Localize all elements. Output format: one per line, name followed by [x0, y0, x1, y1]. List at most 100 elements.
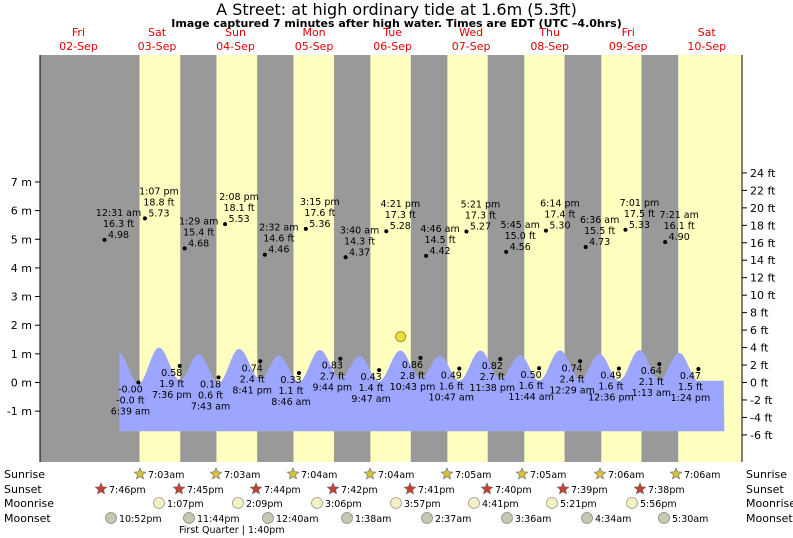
high-feet: 15.5 ft [584, 226, 615, 237]
right-tick-label: 16 ft [750, 237, 776, 250]
high-point [623, 227, 628, 232]
sunrise-time: 7:06am [608, 470, 644, 481]
low-point [657, 362, 662, 367]
high-point [424, 253, 429, 258]
left-tick-label: 4 m [11, 262, 32, 275]
moonset-icon [105, 512, 117, 524]
low-point [338, 356, 343, 361]
sunrise-time: 7:05am [455, 470, 491, 481]
high-meters: 5.27 [470, 222, 491, 233]
low-feet: 2.4 ft [560, 374, 585, 385]
chart-subtitle: Image captured 7 minutes after high wate… [171, 17, 622, 30]
sunrise-icon [515, 467, 529, 480]
high-point [182, 246, 187, 251]
low-meters: 0.33 [280, 375, 301, 386]
high-time: 7:01 pm [620, 198, 660, 209]
day-name: Sat [148, 26, 167, 39]
high-point [142, 216, 147, 221]
high-point [343, 255, 348, 260]
low-time: 1:13 am [632, 388, 671, 399]
moonset-time: 10:52pm [119, 514, 162, 525]
high-meters: 4.90 [669, 232, 690, 243]
left-tick-label: 1 m [11, 348, 32, 361]
day-name: Fri [72, 26, 85, 39]
high-feet: 17.3 ft [385, 210, 416, 221]
moonset-icon [421, 512, 433, 524]
day-date: 04-Sep [216, 40, 255, 53]
left-tick-label: 6 m [11, 205, 32, 218]
moonset-icon [262, 512, 274, 524]
sunrise-time: 7:04am [301, 470, 337, 481]
high-time: 1:07 pm [139, 186, 179, 197]
high-point [464, 229, 469, 234]
moonrise-time: 4:41pm [482, 499, 519, 510]
low-point [616, 366, 621, 371]
sunrise-icon [593, 467, 607, 480]
moonset-time: 2:37am [435, 514, 471, 525]
sunset-time: 7:44pm [264, 485, 301, 496]
high-feet: 17.3 ft [465, 211, 496, 222]
right-tick-label: 18 ft [750, 219, 776, 232]
chart-title: A Street: at high ordinary tide at 1.6m … [216, 0, 577, 19]
low-time: 10:47 am [429, 392, 474, 403]
low-point [136, 380, 141, 385]
low-point [457, 366, 462, 371]
left-tick-label: -1 m [7, 405, 32, 418]
low-meters: 0.49 [600, 370, 621, 381]
high-time: 2:08 pm [219, 192, 259, 203]
sunset-time: 7:46pm [109, 485, 146, 496]
low-time: 10:43 pm [390, 382, 436, 393]
low-meters: 0.64 [641, 366, 662, 377]
high-point [223, 222, 228, 227]
high-feet: 17.5 ft [624, 209, 655, 220]
low-feet: 1.5 ft [678, 382, 703, 393]
sunset-icon [480, 482, 494, 495]
low-point [258, 359, 263, 364]
high-time: 4:21 pm [380, 199, 420, 210]
moon-phase-label: First Quarter | 1:40pm [179, 525, 285, 536]
right-tick-label: 24 ft [750, 167, 776, 180]
moonrise-row-label: Moonrise [4, 497, 54, 510]
moonrise-icon [153, 497, 165, 509]
sunset-icon [633, 482, 647, 495]
low-time: 8:46 am [271, 397, 310, 408]
right-tick-label: 2 ft [750, 359, 769, 372]
moonset-time: 4:34am [595, 514, 631, 525]
sunset-icon [403, 482, 417, 495]
low-point [537, 366, 542, 371]
sunset-icon [326, 482, 340, 495]
high-feet: 17.4 ft [544, 210, 575, 221]
low-point [696, 367, 701, 372]
high-time: 7:21 am [659, 210, 698, 221]
low-point [216, 375, 221, 380]
high-time: 3:40 am [340, 225, 379, 236]
high-meters: 5.30 [549, 221, 570, 232]
sunset-icon [172, 482, 186, 495]
low-feet: 1.9 ft [159, 379, 184, 390]
high-time: 5:21 pm [461, 200, 501, 211]
low-point [297, 371, 302, 376]
low-meters: 0.74 [242, 363, 263, 374]
high-meters: 4.37 [349, 247, 370, 258]
high-time: 1:29 am [179, 216, 218, 227]
sunrise-time: 7:03am [224, 470, 260, 481]
high-time: 6:14 pm [540, 199, 580, 210]
high-meters: 5.36 [309, 219, 330, 230]
day-date: 07-Sep [452, 40, 491, 53]
sunset-icon [249, 482, 263, 495]
low-time: 12:36 pm [588, 392, 634, 403]
sunset-time: 7:40pm [495, 485, 532, 496]
day-name: Fri [622, 26, 635, 39]
moonset-icon [581, 512, 593, 524]
right-tick-label: 6 ft [750, 324, 769, 337]
day-date: 06-Sep [373, 40, 412, 53]
high-point [303, 226, 308, 231]
high-point [262, 252, 267, 257]
high-time: 5:45 am [500, 220, 539, 231]
high-point [543, 228, 548, 233]
low-point [578, 359, 583, 364]
right-tick-label: -6 ft [750, 429, 773, 442]
low-point [177, 363, 182, 368]
sunrise-time: 7:03am [148, 470, 184, 481]
